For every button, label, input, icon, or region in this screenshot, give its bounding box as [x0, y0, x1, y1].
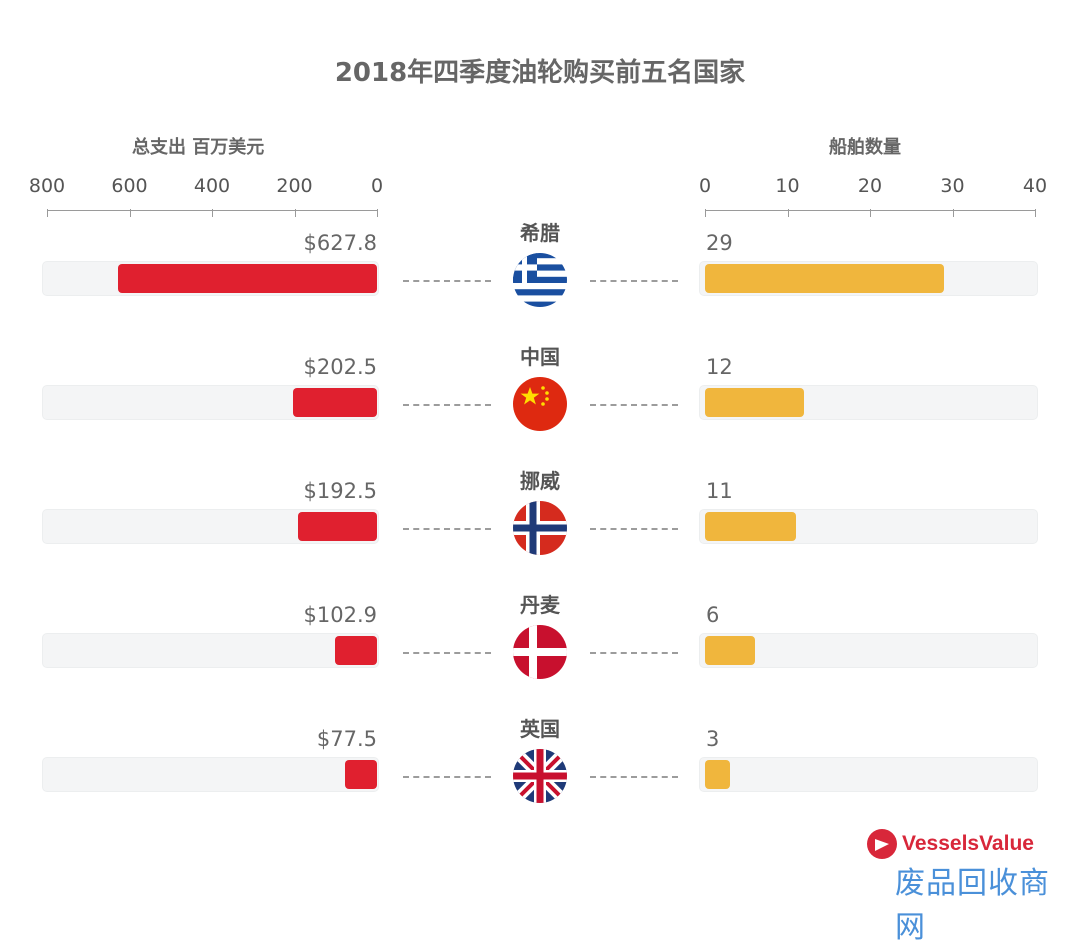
right-tick-mark [1035, 209, 1036, 217]
right-tick-label: 40 [1022, 175, 1048, 197]
right-bar-track [700, 634, 1037, 667]
right-tick-mark [952, 209, 954, 217]
right-bar-track [700, 758, 1037, 791]
right-tick-label: 0 [698, 175, 712, 197]
right-axis-title: 船舶数量 [829, 137, 901, 158]
vessel-count-bar [705, 512, 796, 541]
brand-logo: VesselsValue [866, 828, 1034, 860]
spend-bar [118, 264, 377, 293]
left-tick-label: 800 [28, 175, 66, 197]
spend-value-label: $77.5 [316, 727, 377, 751]
right-tick-mark [870, 209, 871, 217]
vessel-count-bar [705, 636, 755, 665]
right-tick-mark [787, 209, 789, 217]
left-tick-label: 400 [193, 175, 231, 197]
spend-bar [293, 388, 377, 417]
vessel-count-bar [705, 760, 730, 789]
left-tick-label: 600 [111, 175, 148, 197]
left-tick-mark [212, 209, 213, 217]
connector-line-left [403, 404, 491, 406]
spend-bar [297, 512, 377, 541]
country-label: 希腊 [520, 221, 560, 245]
watermark: 废品回收商网 [895, 866, 1050, 945]
logo-text: VesselsValue [902, 832, 1034, 855]
vessel-count-bar [705, 264, 945, 293]
left-bar-track [43, 758, 378, 791]
vessel-count-label: 11 [706, 479, 733, 503]
vessel-count-label: 12 [706, 355, 733, 379]
right-tick-label: 30 [940, 175, 965, 197]
norway-flag-icon [512, 500, 568, 556]
connector-line-right [590, 404, 678, 406]
left-tick-mark [294, 209, 296, 217]
spend-value-label: $202.5 [303, 355, 377, 379]
china-flag-icon [512, 376, 568, 432]
connector-line-left [403, 776, 491, 778]
spend-value-label: $192.5 [303, 479, 377, 503]
connector-line-left [403, 528, 491, 530]
spend-value-label: $627.8 [303, 231, 377, 255]
left-bar-track [43, 634, 378, 667]
connector-line-right [590, 280, 678, 282]
country-label: 中国 [520, 345, 560, 369]
greece-flag-icon [512, 252, 568, 308]
right-tick-label: 20 [857, 175, 883, 197]
left-tick-mark [47, 209, 48, 217]
country-label: 丹麦 [520, 593, 560, 617]
vessel-count-label: 29 [706, 231, 733, 255]
vessel-count-label: 6 [706, 603, 720, 627]
connector-line-right [590, 528, 678, 530]
country-label: 挪威 [520, 469, 560, 493]
vesselsvalue-logo-icon [867, 829, 897, 859]
connector-line-right [590, 776, 678, 778]
left-tick-mark [377, 209, 378, 217]
connector-line-left [403, 652, 491, 654]
vessel-count-bar [705, 388, 804, 417]
right-tick-mark [705, 209, 706, 217]
vessel-count-label: 3 [706, 727, 720, 751]
left-tick-mark [129, 209, 131, 217]
left-tick-label: 0 [370, 175, 384, 197]
chart-title: 2018年四季度油轮购买前五名国家 [334, 58, 746, 88]
spend-bar [334, 636, 377, 665]
connector-line-left [403, 280, 491, 282]
left-axis-title: 总支出 百万美元 [132, 137, 265, 158]
left-tick-label: 200 [276, 175, 313, 197]
spend-bar [345, 760, 377, 789]
uk-flag-icon [512, 748, 568, 804]
country-label: 英国 [520, 717, 560, 741]
connector-line-right [590, 652, 678, 654]
right-tick-label: 10 [775, 175, 800, 197]
denmark-flag-icon [512, 624, 568, 680]
spend-value-label: $102.9 [303, 603, 377, 627]
